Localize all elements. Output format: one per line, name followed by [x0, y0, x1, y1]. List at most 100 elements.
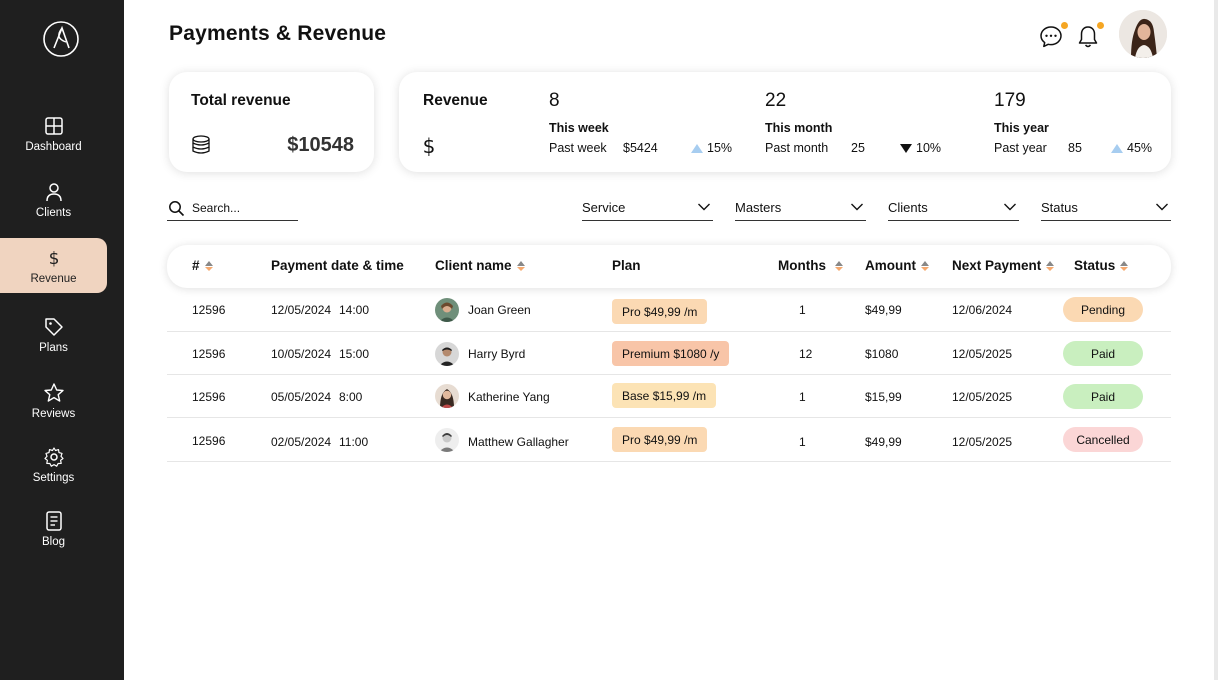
tag-icon	[44, 318, 63, 336]
row-months: 1	[799, 390, 806, 404]
sidebar-item-label: Settings	[32, 472, 75, 484]
chat-notification-dot	[1061, 22, 1068, 29]
table-row[interactable]: 12596 12/05/2024 14:00 Joan Green Pro $4…	[167, 289, 1171, 332]
sidebar-item-dashboard[interactable]: Dashboard	[0, 106, 107, 162]
column-header-amount[interactable]: Amount	[865, 258, 929, 273]
sidebar-item-label: Blog	[41, 536, 66, 548]
sidebar-item-label: Revenue	[30, 272, 77, 285]
plan-price: $15,99	[652, 388, 690, 403]
row-client-name: Harry Byrd	[468, 347, 526, 361]
document-icon	[45, 511, 62, 531]
plan-badge: Pro $49,99 /m	[612, 299, 708, 324]
row-client-name: Katherine Yang	[468, 390, 550, 404]
user-avatar[interactable]	[1119, 10, 1167, 58]
trend-up-icon	[1111, 143, 1123, 153]
revenue-card: Revenue $ 8 This week Past week $5424 15…	[399, 72, 1171, 172]
row-next-payment: 12/06/2024	[952, 303, 1013, 317]
revenue-week-change: 15%	[707, 141, 733, 155]
masters-dropdown[interactable]: Masters	[735, 194, 866, 221]
table-row[interactable]: 12596 05/05/2024 8:00 Katherine Yang Bas…	[167, 375, 1171, 418]
sidebar-item-revenue[interactable]: $ Revenue	[0, 238, 107, 293]
row-amount: $1080	[865, 347, 899, 361]
row-date: 05/05/2024	[271, 390, 332, 404]
sidebar-item-label: Dashboard	[25, 141, 82, 153]
status-badge: Paid	[1063, 384, 1143, 409]
chevron-down-icon	[1156, 203, 1168, 211]
row-id: 12596	[192, 347, 226, 361]
coins-icon	[192, 135, 210, 154]
sidebar-item-blog[interactable]: Blog	[0, 501, 107, 557]
status-badge: Pending	[1063, 297, 1143, 322]
row-months: 12	[799, 347, 813, 361]
total-revenue-card: Total revenue $10548	[169, 72, 374, 172]
column-header-label: Client name	[435, 258, 512, 273]
revenue-year-label: This year	[994, 121, 1049, 135]
sort-icon[interactable]	[1120, 260, 1129, 271]
search-box	[167, 196, 298, 221]
sidebar-item-clients[interactable]: Clients	[0, 172, 107, 228]
sort-icon[interactable]	[835, 260, 843, 271]
logo-icon[interactable]	[42, 20, 80, 58]
column-header-plan: Plan	[612, 258, 641, 273]
trend-up-icon	[691, 143, 703, 153]
revenue-past-month-label: Past month	[765, 141, 829, 155]
revenue-month-change: 10%	[916, 141, 942, 155]
sort-icon[interactable]	[516, 260, 525, 271]
client-avatar	[435, 428, 459, 452]
sidebar-item-label: Plans	[39, 342, 68, 354]
revenue-title: Revenue	[423, 92, 488, 109]
dollar-icon: $	[48, 249, 59, 269]
column-header-label: Payment date & time	[271, 258, 404, 273]
column-header-label: Plan	[612, 258, 641, 273]
plan-name: Premium	[622, 346, 671, 361]
row-amount: $49,99	[865, 303, 902, 317]
status-dropdown[interactable]: Status	[1041, 194, 1171, 221]
column-header-next-payment[interactable]: Next Payment	[952, 258, 1055, 273]
sort-icon[interactable]	[1046, 260, 1055, 271]
dollar-icon: $	[423, 134, 436, 158]
bell-icon[interactable]	[1075, 24, 1101, 50]
grid-icon	[44, 117, 63, 135]
chevron-down-icon	[698, 203, 710, 211]
revenue-past-year-value: 85	[1068, 141, 1082, 155]
table-row[interactable]: 12596 10/05/2024 15:00 Harry Byrd Premiu…	[167, 332, 1171, 375]
sort-icon[interactable]	[921, 260, 929, 271]
sort-icon[interactable]	[204, 260, 213, 271]
column-header-months[interactable]: Months	[778, 258, 843, 273]
column-header-status[interactable]: Status	[1074, 258, 1129, 273]
plan-name: Pro	[622, 304, 641, 319]
revenue-past-week-label: Past week	[549, 141, 607, 155]
table-row[interactable]: 12596 02/05/2024 11:00 Matthew Gallagher…	[167, 418, 1171, 462]
row-date: 12/05/2024	[271, 303, 332, 317]
bell-notification-dot	[1097, 22, 1104, 29]
sidebar-item-reviews[interactable]: Reviews	[0, 373, 107, 429]
scrollbar-track[interactable]	[1214, 0, 1218, 680]
column-header-id[interactable]: #	[192, 258, 213, 273]
row-next-payment: 12/05/2025	[952, 347, 1013, 361]
row-client-name: Joan Green	[468, 303, 531, 317]
service-dropdown[interactable]: Service	[582, 194, 713, 221]
plan-badge: Base $15,99 /m	[612, 383, 717, 408]
plan-name: Base	[622, 388, 650, 403]
masters-dropdown-label: Masters	[735, 199, 782, 215]
row-months: 1	[799, 435, 806, 449]
plan-period: /m	[692, 388, 707, 403]
sidebar-item-settings[interactable]: Settings	[0, 437, 107, 493]
svg-text:$: $	[423, 134, 436, 158]
plan-period: /m	[684, 432, 698, 447]
sidebar-item-plans[interactable]: Plans	[0, 307, 107, 363]
user-avatar-image	[1119, 10, 1167, 58]
row-date: 10/05/2024	[271, 347, 332, 361]
column-header-client[interactable]: Client name	[435, 258, 525, 273]
trend-down-icon	[900, 143, 912, 153]
clients-dropdown[interactable]: Clients	[888, 194, 1019, 221]
revenue-week-count: 8	[549, 90, 560, 111]
page-title: Payments & Revenue	[169, 22, 387, 45]
row-amount: $49,99	[865, 435, 902, 449]
row-time: 8:00	[339, 390, 363, 404]
status-dropdown-label: Status	[1041, 199, 1078, 215]
chat-icon[interactable]	[1038, 24, 1064, 50]
row-id: 12596	[192, 434, 226, 448]
search-input[interactable]	[192, 201, 287, 215]
sidebar-item-label: Reviews	[31, 408, 76, 420]
